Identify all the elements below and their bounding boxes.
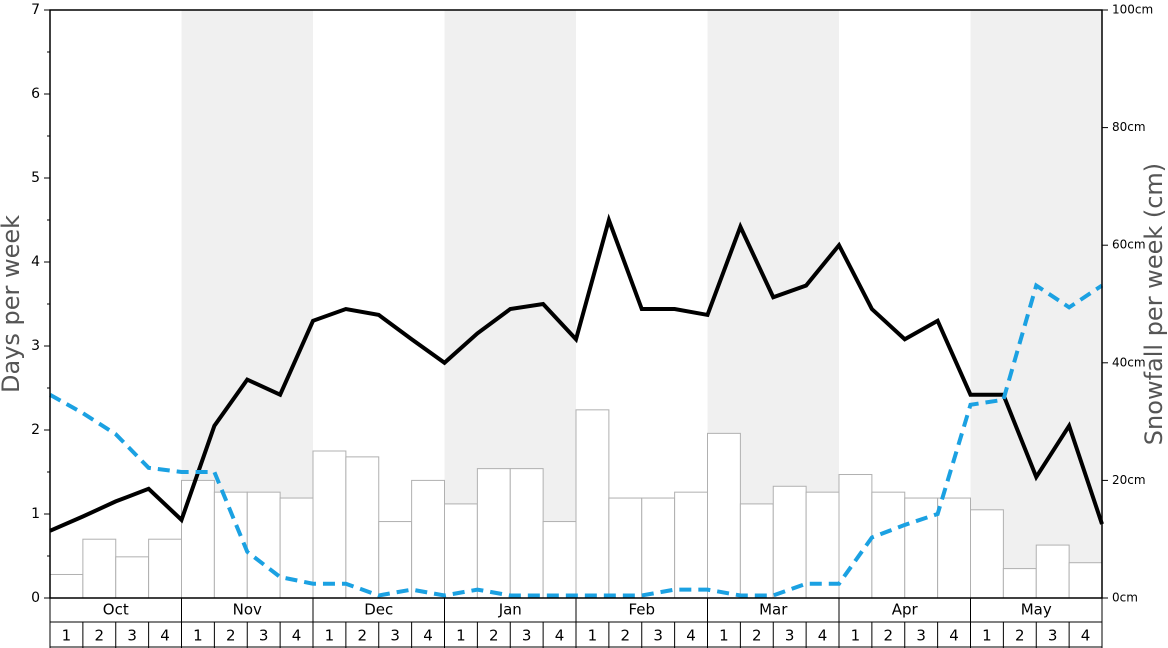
y-tick-label: 2	[31, 422, 40, 438]
x-tick-label: 4	[1081, 627, 1091, 645]
x-tick-label: 2	[226, 627, 236, 645]
bar	[970, 509, 1004, 599]
x-tick-label: 4	[949, 627, 959, 645]
x-tick-label: 1	[851, 627, 861, 645]
bar	[378, 521, 413, 599]
x-tick-label: 1	[193, 627, 203, 645]
x-tick-label: 3	[259, 627, 269, 645]
line	[49, 282, 1104, 598]
bar	[444, 503, 478, 599]
y-tick-label: 1	[31, 506, 40, 522]
y2-tick-label: 80cm	[1112, 120, 1146, 134]
y-tick-label: 7	[31, 2, 40, 18]
y2-tick-label: 40cm	[1112, 355, 1146, 369]
x-tick-label: 1	[325, 627, 335, 645]
x-tick-label: 3	[127, 627, 137, 645]
month-label: Mar	[759, 601, 788, 619]
x-tick-label: 4	[555, 627, 565, 645]
x-tick-label: 3	[1048, 627, 1058, 645]
bar	[345, 456, 380, 599]
x-tick-label: 2	[752, 627, 762, 645]
x-tick-label: 1	[982, 627, 992, 645]
bar	[641, 497, 676, 599]
bar	[674, 491, 708, 599]
x-tick-label: 1	[719, 627, 729, 645]
y2-tick-label: 100cm	[1112, 3, 1153, 17]
month-label: Feb	[628, 601, 655, 619]
y2-tick-label: 60cm	[1112, 238, 1146, 252]
x-tick-label: 4	[292, 627, 302, 645]
bar	[739, 503, 774, 599]
x-tick-label: 3	[916, 627, 926, 645]
bar	[1068, 562, 1103, 599]
bar	[49, 573, 84, 599]
x-tick-label: 2	[884, 627, 894, 645]
y-tick-label: 6	[31, 86, 40, 102]
x-tick-label: 3	[390, 627, 400, 645]
x-tick-label: 4	[423, 627, 433, 645]
x-tick-label: 4	[818, 627, 828, 645]
bar	[707, 432, 741, 599]
bar	[838, 474, 873, 599]
bar	[871, 491, 906, 599]
bar	[115, 556, 150, 599]
bar	[411, 479, 445, 599]
bar	[1002, 568, 1037, 599]
x-tick-label: 1	[588, 627, 598, 645]
month-label: Jan	[498, 601, 522, 619]
y-axis-label: Days per week	[0, 215, 25, 393]
x-tick-label: 3	[785, 627, 795, 645]
x-tick-label: 3	[653, 627, 663, 645]
month-label: Oct	[103, 601, 129, 619]
y2-tick-label: 0cm	[1112, 591, 1138, 605]
month-label: Nov	[233, 601, 262, 619]
month-label: May	[1021, 601, 1052, 619]
y-tick-label: 3	[31, 338, 40, 354]
line	[49, 213, 1104, 533]
bar	[542, 521, 577, 599]
bar	[937, 497, 971, 599]
month-band	[970, 10, 1102, 598]
y-tick-label: 4	[31, 254, 40, 270]
bar	[476, 468, 511, 599]
bar	[772, 485, 807, 599]
x-tick-label: 4	[160, 627, 170, 645]
y-tick-label: 0	[31, 590, 40, 606]
y2-axis-label: Snowfall per week (cm)	[1140, 163, 1168, 445]
x-tick-label: 2	[95, 627, 105, 645]
x-tick-label: 4	[686, 627, 696, 645]
bar	[575, 409, 610, 599]
bar	[904, 497, 939, 599]
x-tick-label: 2	[1015, 627, 1025, 645]
bar	[1035, 544, 1070, 599]
y-tick-label: 5	[31, 170, 40, 186]
bar	[246, 491, 281, 599]
bar	[509, 468, 544, 599]
bar	[82, 538, 117, 599]
x-tick-label: 1	[456, 627, 466, 645]
x-tick-label: 3	[522, 627, 532, 645]
x-tick-label: 2	[621, 627, 631, 645]
y2-tick-label: 20cm	[1112, 473, 1146, 487]
bar	[181, 479, 215, 599]
x-tick-label: 2	[489, 627, 499, 645]
x-tick-label: 2	[358, 627, 368, 645]
bar	[608, 497, 643, 599]
bar	[312, 450, 347, 599]
x-tick-label: 1	[62, 627, 72, 645]
month-label: Dec	[364, 601, 393, 619]
bar	[148, 538, 182, 599]
month-label: Apr	[892, 601, 919, 619]
